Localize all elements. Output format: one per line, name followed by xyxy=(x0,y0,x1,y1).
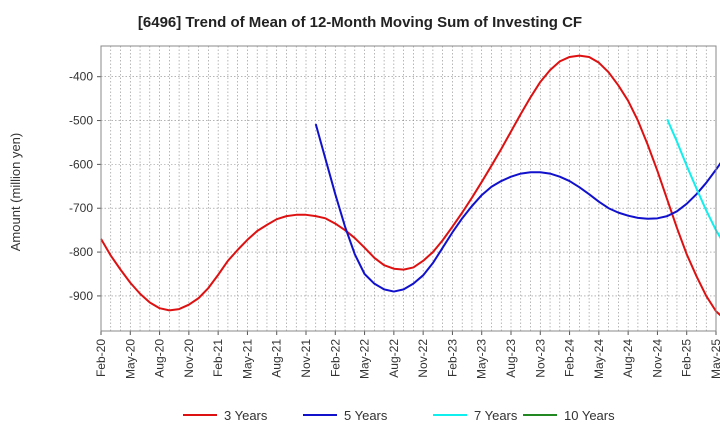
x-tick-label: Aug-20 xyxy=(153,339,167,378)
x-tick-label: Feb-20 xyxy=(94,339,108,377)
y-tick-label: -700 xyxy=(69,201,93,215)
x-tick-label: May-25 xyxy=(709,339,720,379)
x-tick-label: May-20 xyxy=(123,339,137,379)
y-tick-label: -800 xyxy=(69,245,93,259)
x-tick-label: May-21 xyxy=(240,339,254,379)
x-tick-label: May-23 xyxy=(475,339,489,379)
plot-frame xyxy=(100,45,717,332)
x-tick-label: Nov-21 xyxy=(299,339,313,378)
x-axis: Feb-20 May-20 Aug-20 Nov-20 Feb-21 May-21 Aug-… xyxy=(94,331,720,379)
x-tick-label: Feb-23 xyxy=(445,339,459,377)
series-line-3-years xyxy=(100,54,720,317)
x-tick-label: May-24 xyxy=(592,339,606,379)
x-tick-label: Feb-25 xyxy=(680,339,694,377)
y-axis-label: Amount (million yen) xyxy=(8,133,23,252)
x-tick-label: Nov-24 xyxy=(650,339,664,378)
y-axis: -400 -500 -600 -700 -800 -900 xyxy=(69,70,101,303)
x-tick-label: Aug-23 xyxy=(504,339,518,378)
legend: 3 Years 5 Years 7 Years 10 Years xyxy=(183,408,615,423)
grid xyxy=(101,46,716,331)
x-tick-label: Feb-24 xyxy=(563,339,577,377)
legend-label: 3 Years xyxy=(224,408,268,423)
x-tick-label: Aug-22 xyxy=(387,339,401,378)
y-tick-label: -400 xyxy=(69,70,93,84)
y-tick-label: -900 xyxy=(69,289,93,303)
legend-label: 10 Years xyxy=(564,408,615,423)
x-tick-label: Nov-20 xyxy=(182,339,196,378)
chart-title: [6496] Trend of Mean of 12-Month Moving … xyxy=(137,14,583,31)
y-tick-label: -500 xyxy=(69,114,93,128)
x-tick-label: Feb-22 xyxy=(328,339,342,377)
x-tick-label: May-22 xyxy=(358,339,372,379)
series-line-5-years xyxy=(314,123,720,293)
x-tick-label: Aug-21 xyxy=(270,339,284,378)
x-tick-label: Aug-24 xyxy=(621,339,635,378)
x-tick-label: Nov-22 xyxy=(416,339,430,378)
x-tick-label: Nov-23 xyxy=(533,339,547,378)
y-tick-label: -600 xyxy=(69,157,93,171)
series-lines xyxy=(100,54,720,317)
x-tick-label: Feb-21 xyxy=(211,339,225,377)
legend-label: 5 Years xyxy=(344,408,388,423)
legend-label: 7 Years xyxy=(474,408,518,423)
series-line-7-years xyxy=(666,118,720,239)
